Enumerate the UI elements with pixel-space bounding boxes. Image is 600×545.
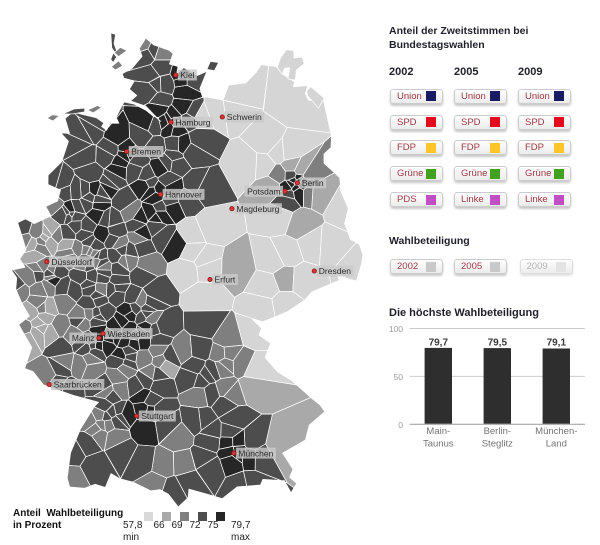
svg-text:0: 0 <box>398 420 403 430</box>
svg-text:München-: München- <box>535 426 577 437</box>
svg-text:Erfurt: Erfurt <box>215 275 236 285</box>
svg-text:Bremen: Bremen <box>131 147 161 157</box>
svg-text:München: München <box>238 448 273 458</box>
svg-text:79,1: 79,1 <box>547 337 567 348</box>
svg-text:79,7: 79,7 <box>429 337 449 348</box>
svg-text:100: 100 <box>389 324 403 334</box>
svg-text:Schwerin: Schwerin <box>227 112 262 122</box>
svg-text:Potsdam: Potsdam <box>247 187 281 197</box>
svg-text:Steglitz: Steglitz <box>482 438 513 449</box>
svg-text:Kiel: Kiel <box>180 70 194 80</box>
svg-text:Berlin-: Berlin- <box>484 426 511 437</box>
svg-text:79,5: 79,5 <box>488 337 508 348</box>
svg-text:Berlin: Berlin <box>302 178 324 188</box>
svg-text:Wiesbaden: Wiesbaden <box>108 329 151 339</box>
svg-text:50: 50 <box>394 372 404 382</box>
svg-text:Mainz: Mainz <box>72 333 95 343</box>
svg-text:Hamburg: Hamburg <box>176 117 211 127</box>
svg-text:Taunus: Taunus <box>423 438 454 449</box>
svg-text:Magdeburg: Magdeburg <box>236 204 279 214</box>
svg-text:Saarbrücken: Saarbrücken <box>54 380 102 390</box>
svg-text:Dresden: Dresden <box>319 266 351 276</box>
svg-text:Hannover: Hannover <box>165 190 202 200</box>
svg-text:Düsseldorf: Düsseldorf <box>51 257 92 267</box>
svg-text:Main-: Main- <box>426 426 450 437</box>
svg-text:Stuttgart: Stuttgart <box>141 411 174 421</box>
svg-text:Land: Land <box>546 438 567 449</box>
